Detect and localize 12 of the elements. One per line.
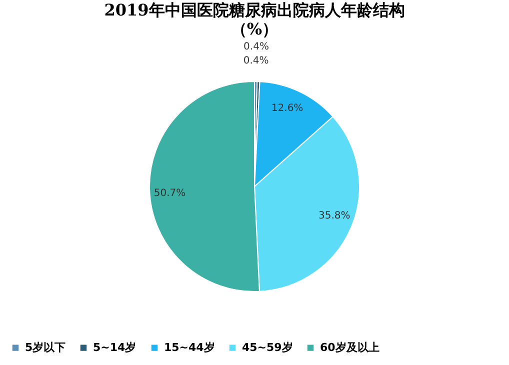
data-label: 0.4% bbox=[243, 56, 269, 67]
data-label: 0.4% bbox=[244, 42, 269, 53]
data-label: 12.6% bbox=[271, 103, 304, 114]
chart-title: 2019年中国医院糖尿病出院病人年龄结构 bbox=[104, 0, 405, 20]
legend-label: 45~59岁 bbox=[242, 340, 293, 354]
chart-subtitle: （%） bbox=[230, 20, 278, 39]
data-label: 35.8% bbox=[318, 210, 350, 222]
legend-label: 5岁以下 bbox=[25, 340, 66, 354]
legend-label: 5~14岁 bbox=[93, 340, 136, 354]
legend-label: 15~44岁 bbox=[164, 340, 215, 354]
legend-label: 60岁及以上 bbox=[320, 340, 380, 354]
data-label: 50.7% bbox=[154, 188, 186, 199]
